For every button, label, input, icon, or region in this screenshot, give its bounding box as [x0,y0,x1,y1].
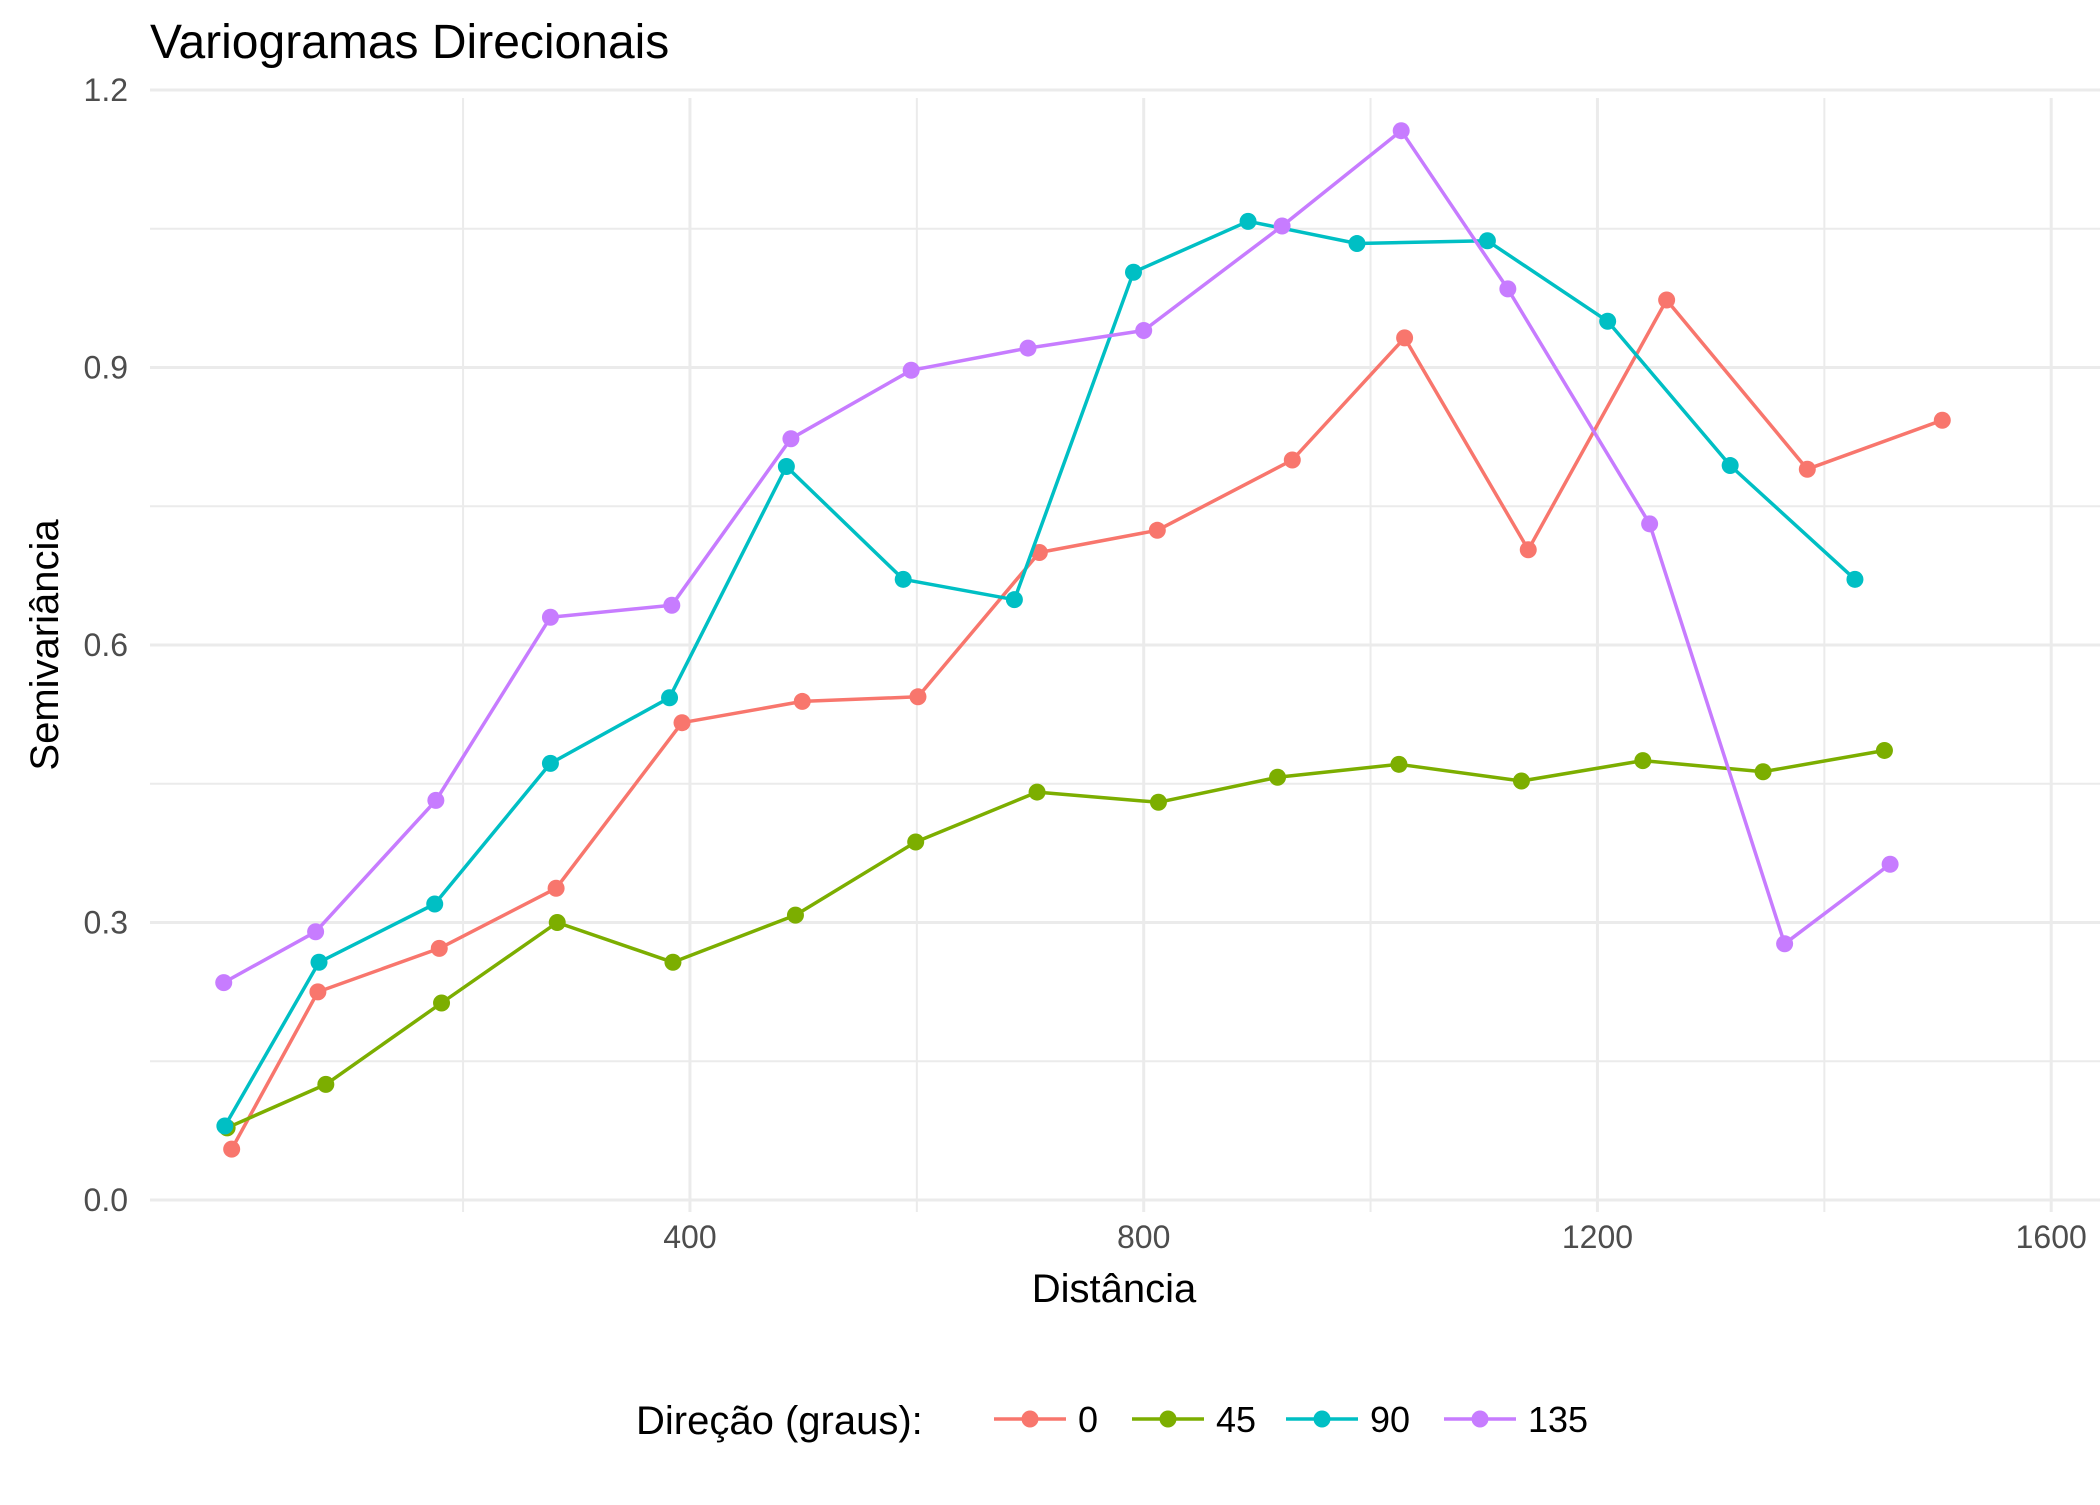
data-point-90-0 [216,1117,234,1135]
x-axis-label: Distância [1032,1267,1197,1311]
data-point-45-2 [433,994,451,1012]
y-axis-label: Semivariância [23,519,67,771]
legend-key-point-0 [1021,1410,1039,1428]
data-point-135-7 [1019,339,1037,357]
legend-key-point-45 [1159,1410,1177,1428]
data-point-0-13 [1798,460,1816,478]
data-point-90-12 [1599,312,1617,330]
legend-items: 0 45 90 135 [994,1399,1588,1440]
data-point-135-10 [1392,122,1410,140]
data-point-0-10 [1396,329,1414,347]
data-point-0-11 [1519,541,1537,559]
data-point-135-1 [307,923,325,941]
data-point-90-5 [777,457,795,475]
grid [150,88,2100,1212]
series-45 [218,741,1893,1137]
data-point-135-2 [427,791,445,809]
data-point-45-10 [1390,755,1408,773]
tick-labels: 400 800 1200 1600 0.0 0.3 0.6 0.9 1.2 [84,72,2087,1255]
data-point-135-0 [215,974,233,992]
data-point-135-6 [902,361,920,379]
data-point-90-3 [541,754,559,772]
data-point-0-8 [1148,521,1166,539]
series-layer [215,122,1951,1158]
data-point-0-2 [430,939,448,957]
y-tick-label-1: 0.3 [84,905,128,941]
legend-item-90: 90 [1286,1399,1410,1440]
data-point-45-13 [1754,763,1772,781]
chart-title: Variogramas Direcionais [150,16,669,69]
data-point-45-5 [786,906,804,924]
data-point-45-7 [1028,783,1046,801]
x-tick-label-1: 800 [1117,1219,1170,1255]
data-point-135-9 [1273,217,1291,235]
data-point-45-14 [1875,741,1893,759]
legend-item-135: 135 [1444,1399,1588,1440]
data-point-90-2 [426,895,444,913]
legend: Direção (graus): 0 45 90 135 [636,1399,1588,1443]
data-point-90-14 [1846,570,1864,588]
data-point-0-6 [909,688,927,706]
data-point-90-8 [1124,263,1142,281]
x-tick-label-3: 1600 [2016,1219,2087,1255]
data-point-0-1 [309,983,327,1001]
data-point-90-10 [1348,235,1366,253]
data-point-0-3 [547,879,565,897]
data-point-135-13 [1776,935,1794,953]
legend-item-0: 0 [994,1399,1098,1440]
data-point-90-13 [1721,457,1739,475]
data-point-0-5 [793,692,811,710]
data-point-45-8 [1149,793,1167,811]
data-point-0-0 [223,1140,241,1158]
y-tick-label-3: 0.9 [84,350,128,386]
legend-label-0: 0 [1078,1399,1098,1440]
legend-key-point-90 [1313,1410,1331,1428]
data-point-135-4 [663,596,681,614]
legend-label-90: 90 [1370,1399,1410,1440]
data-point-45-12 [1634,752,1652,770]
data-point-90-1 [310,953,328,971]
data-point-90-9 [1239,212,1257,230]
series-0 [223,291,1951,1158]
data-point-135-12 [1641,515,1659,533]
legend-label-45: 45 [1216,1399,1256,1440]
data-point-135-8 [1135,322,1153,339]
data-point-90-6 [894,570,912,588]
data-point-45-11 [1512,772,1530,790]
data-point-0-12 [1658,291,1676,309]
legend-title: Direção (graus): [636,1399,923,1443]
y-tick-label-2: 0.6 [84,627,128,663]
x-tick-label-0: 400 [663,1219,716,1255]
data-point-90-11 [1478,232,1496,250]
legend-item-45: 45 [1132,1399,1256,1440]
legend-key-point-135 [1471,1410,1489,1428]
data-point-0-4 [673,714,691,732]
x-tick-label-2: 1200 [1562,1219,1633,1255]
data-point-135-11 [1499,280,1517,298]
series-135 [215,122,1899,992]
data-point-0-7 [1030,544,1048,561]
data-point-135-3 [541,608,559,626]
data-point-45-3 [548,914,566,931]
data-point-90-7 [1005,591,1023,609]
y-tick-label-4: 1.2 [84,72,128,108]
series-90 [216,212,1864,1135]
data-point-45-9 [1269,768,1287,786]
legend-label-135: 135 [1528,1399,1588,1440]
y-tick-label-0: 0.0 [84,1182,128,1218]
data-point-0-14 [1933,411,1951,429]
data-point-45-4 [664,953,682,971]
data-point-135-5 [782,430,800,448]
data-point-45-1 [317,1075,335,1093]
data-point-0-9 [1283,451,1301,469]
data-point-135-14 [1881,855,1899,873]
data-point-45-6 [907,833,925,851]
data-point-90-4 [661,689,679,707]
